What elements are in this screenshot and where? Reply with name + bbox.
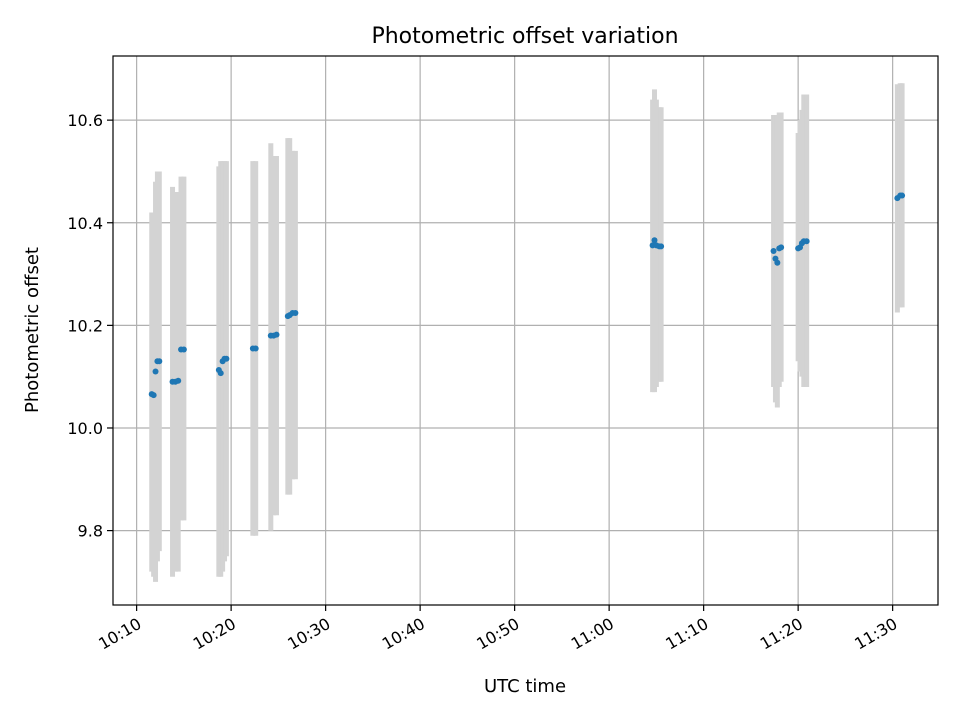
data-point <box>180 346 187 353</box>
data-point <box>150 392 157 399</box>
y-tick-label: 10.6 <box>67 111 103 130</box>
data-point <box>774 259 781 266</box>
plot-frame <box>112 55 939 606</box>
data-point <box>252 345 259 352</box>
data-point <box>292 310 299 317</box>
data-point <box>803 238 810 245</box>
data-point <box>217 370 224 377</box>
data-point <box>273 331 280 338</box>
data-point <box>152 368 159 375</box>
y-axis-label: Photometric offset <box>22 247 43 413</box>
data-point <box>658 243 665 250</box>
data-point <box>156 358 163 365</box>
chart-title: Photometric offset variation <box>371 24 678 49</box>
data-point <box>778 244 785 251</box>
data-points <box>148 192 906 399</box>
data-point <box>223 355 230 362</box>
data-point <box>899 192 906 199</box>
data-point <box>651 237 658 244</box>
y-tick-label: 10.0 <box>67 419 103 438</box>
y-tick-label: 9.8 <box>78 522 103 541</box>
y-axis: 9.8 10.0 10.2 10.4 10.6 <box>67 111 113 541</box>
x-axis-label: UTC time <box>484 676 566 697</box>
y-tick-label: 10.2 <box>67 316 103 335</box>
data-point <box>175 377 182 384</box>
y-tick-label: 10.4 <box>67 214 103 233</box>
data-point <box>770 247 777 254</box>
